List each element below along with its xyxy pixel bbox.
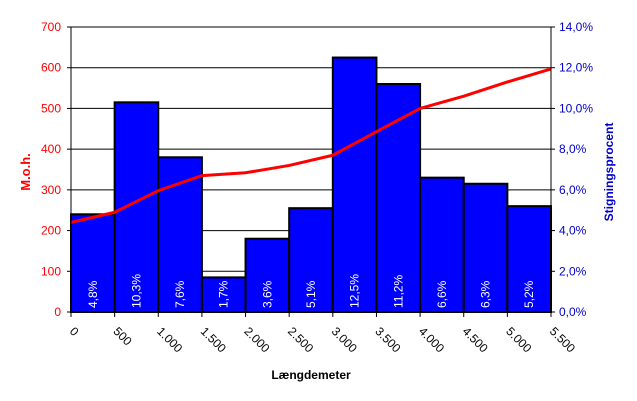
right-axis-tick-labels: 0,0% 2,0% 4,0% 6,0% 8,0% 10,0% 12,0% 14,0%	[551, 20, 593, 319]
elevation-line-series	[70, 67, 552, 224]
bar-data-label: 12,5%	[348, 274, 362, 308]
x-tick-label: 1.500	[198, 324, 229, 355]
right-tick-label: 8,0%	[559, 142, 587, 156]
x-tick-label: 5.000	[503, 324, 534, 355]
bar	[331, 56, 378, 313]
right-tick-label: 2,0%	[559, 264, 587, 278]
bar-data-label: 5,1%	[304, 280, 318, 308]
bar-data-label: 7,6%	[173, 280, 187, 308]
x-tick-label: 2.000	[241, 324, 272, 355]
x-tick-label: 5.500	[547, 324, 578, 355]
right-tick-label: 14,0%	[559, 20, 593, 34]
left-axis-tick-labels: 0 100 200 300 400 500 600 700	[41, 20, 71, 319]
bar-labels: 4,8% 10,3% 7,6% 1,7% 3,6% 5,1% 12,5% 11,2% 6,6% 6…	[86, 274, 536, 308]
bar-data-label: 11,2%	[391, 275, 405, 308]
bar	[288, 207, 334, 313]
x-tick-label: 3.500	[372, 324, 403, 355]
left-tick-label: 100	[41, 264, 61, 278]
right-tick-label: 4,0%	[559, 224, 587, 238]
bar-data-label: 1,7%	[217, 280, 231, 308]
bar-data-label: 5,2%	[522, 280, 536, 308]
left-tick-label: 600	[41, 61, 61, 75]
left-tick-label: 500	[41, 101, 61, 115]
right-tick-label: 10,0%	[559, 101, 593, 115]
x-tick-label: 3.000	[329, 324, 360, 355]
bar-data-label: 10,3%	[129, 274, 143, 308]
bar-data-label: 4,8%	[86, 280, 100, 308]
x-tick-label: 1.000	[154, 324, 185, 355]
bar-data-label: 6,3%	[479, 280, 493, 308]
bar	[244, 237, 291, 313]
right-tick-label: 6,0%	[559, 183, 587, 197]
left-tick-label: 700	[41, 20, 61, 34]
bar-data-label: 3,6%	[260, 280, 274, 308]
left-tick-label: 200	[41, 224, 61, 238]
right-tick-label: 12,0%	[559, 61, 593, 75]
bar-data-label: 6,6%	[435, 280, 449, 308]
x-tick-label: 500	[111, 324, 135, 348]
x-axis-title: Længdemeter	[271, 368, 351, 382]
elevation-line	[70, 67, 552, 224]
y-right-axis-title: Stigningsprocent	[602, 123, 616, 222]
x-tick-label: 2.500	[285, 324, 316, 355]
x-axis-tick-labels: 0 500 1.000 1.500 2.000 2.500 3.000 3.500 4.000 4…	[67, 312, 578, 356]
bar-series	[70, 56, 553, 314]
x-tick-label: 0	[67, 324, 82, 339]
left-tick-label: 400	[41, 142, 61, 156]
left-tick-label: 300	[41, 183, 61, 197]
right-tick-label: 0,0%	[559, 305, 587, 319]
x-tick-label: 4.500	[460, 324, 491, 355]
axes	[67, 27, 555, 316]
y-left-axis-title: M.o.h.	[18, 153, 33, 191]
left-tick-label: 0	[54, 305, 61, 319]
x-tick-label: 4.000	[416, 324, 447, 355]
